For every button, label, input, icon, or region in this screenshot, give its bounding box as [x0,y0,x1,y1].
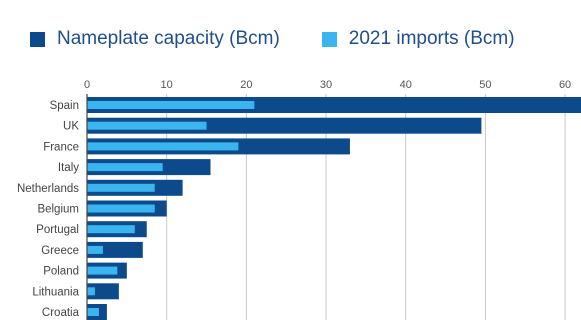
bar-imports-uk [87,121,207,130]
legend-item-capacity: Nameplate capacity (Bcm) [30,29,280,49]
x-tick-label-40: 40 [400,79,412,91]
bar-imports-lithuania [87,287,95,296]
bar-imports-france [87,142,239,151]
x-tick-label-10: 10 [161,79,173,91]
category-label-croatia: Croatia [42,307,80,319]
legend-item-imports: 2021 imports (Bcm) [321,28,515,49]
category-label-belgium: Belgium [37,204,79,216]
category-label-spain: Spain [50,100,79,112]
bar-imports-croatia [87,308,99,316]
x-tick-label-50: 50 [479,79,491,91]
bar-imports-italy [87,163,163,172]
category-label-portugal: Portugal [36,224,79,236]
legend-label-capacity: Nameplate capacity (Bcm) [57,28,280,49]
category-label-netherlands: Netherlands [17,183,79,195]
bar-imports-netherlands [87,183,155,192]
bar-imports-belgium [87,204,155,213]
x-tick-label-20: 20 [240,79,252,91]
bar-imports-portugal [87,225,135,234]
category-label-france: France [43,141,79,153]
x-tick-label-0: 0 [84,79,90,91]
category-label-greece: Greece [41,245,79,257]
legend-swatch-capacity [30,31,45,47]
legend-label-imports: 2021 imports (Bcm) [348,28,515,49]
bar-imports-poland [87,266,118,275]
bar-imports-spain [87,101,255,109]
bar-imports-greece [87,245,103,254]
category-label-uk: UK [63,121,79,133]
category-label-italy: Italy [58,162,79,174]
x-tick-label-30: 30 [320,79,332,91]
category-label-poland: Poland [43,266,79,278]
x-tick-label-60: 60 [559,79,571,91]
legend-swatch-imports [321,31,337,47]
category-label-lithuania: Lithuania [32,286,79,298]
legend: Nameplate capacity (Bcm) 2021 imports (B… [30,26,515,52]
